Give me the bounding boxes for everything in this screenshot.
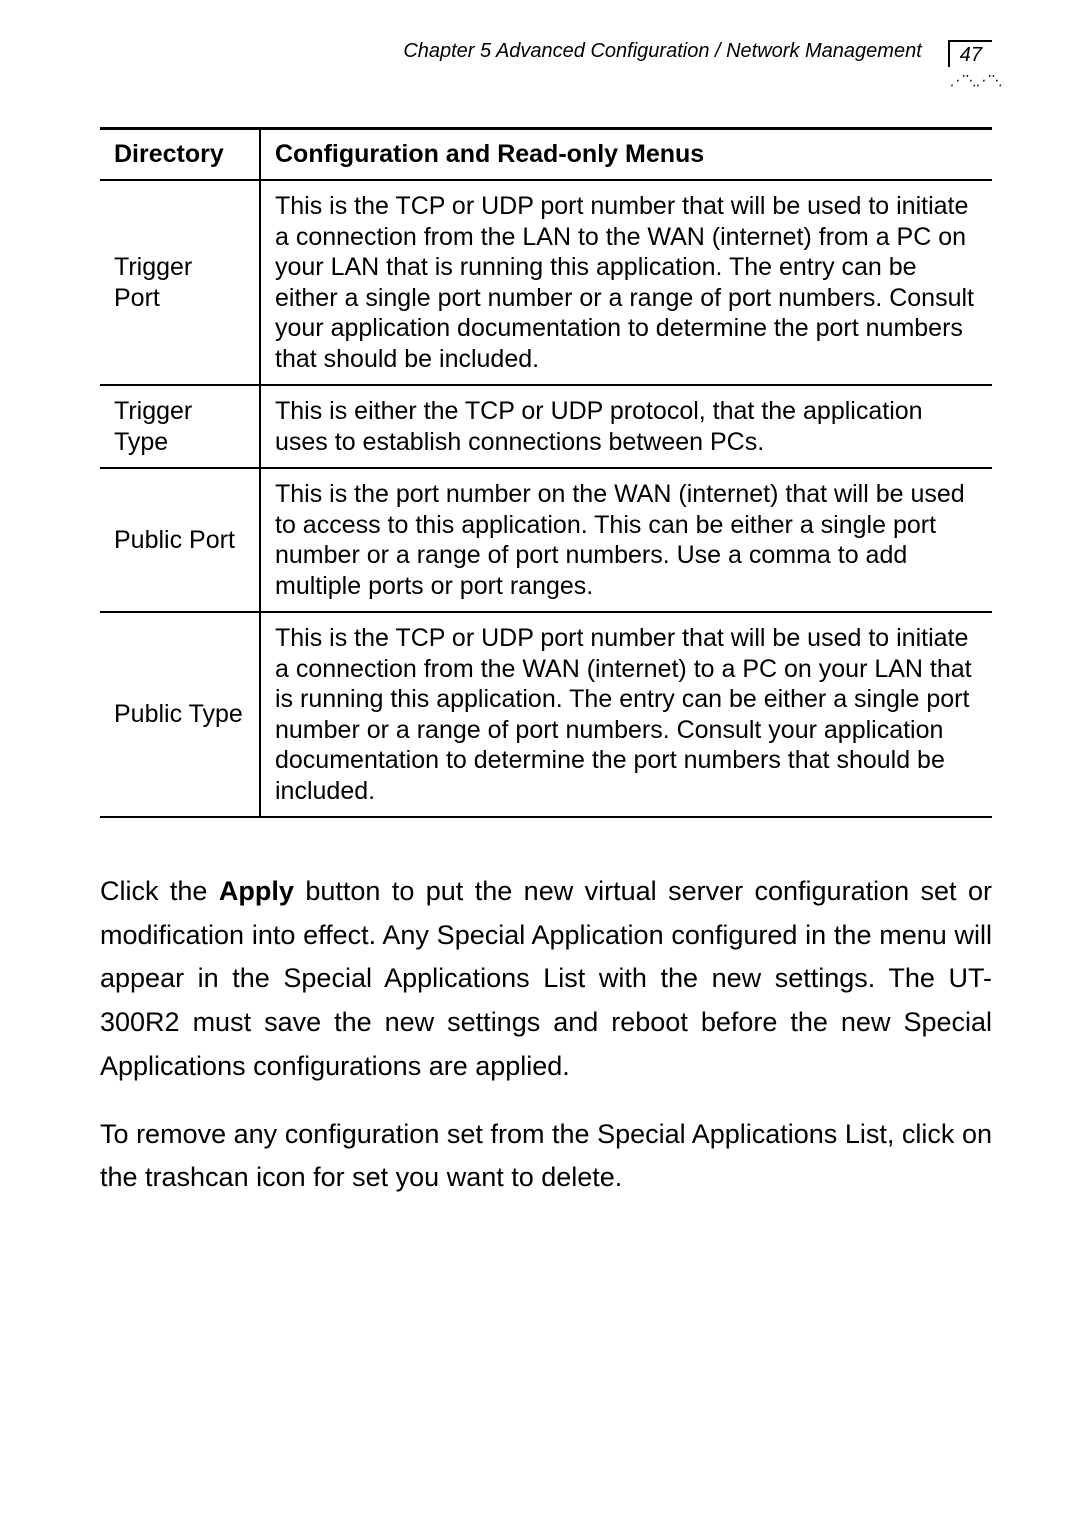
row-desc-public-type: This is the TCP or UDP port number that … [260,612,992,817]
row-label-public-port: Public Port [100,468,260,612]
body-text: Click the Apply button to put the new vi… [100,870,992,1200]
page-number: 47 [960,44,982,66]
table-header-config: Configuration and Read-only Menus [260,129,992,181]
page-container: Chapter 5 Advanced Configuration / Netwo… [0,0,1080,1528]
row-desc-public-port: This is the port number on the WAN (inte… [260,468,992,612]
p1-pre: Click the [100,876,219,906]
table-row: Trigger Type This is either the TCP or U… [100,385,992,468]
row-desc-trigger-port: This is the TCP or UDP port number that … [260,180,992,385]
row-label-public-type: Public Type [100,612,260,817]
row-label-trigger-port: Trigger Port [100,180,260,385]
paragraph-remove: To remove any configuration set from the… [100,1113,992,1200]
row-desc-trigger-type: This is either the TCP or UDP protocol, … [260,385,992,468]
apply-bold: Apply [219,876,294,906]
table-row: Public Port This is the port number on t… [100,468,992,612]
table-header-directory: Directory [100,129,260,181]
directory-table: Directory Configuration and Read-only Me… [100,127,992,818]
table-row: Public Type This is the TCP or UDP port … [100,612,992,817]
p1-post: button to put the new virtual server con… [100,876,992,1081]
page-number-box: 47 ⋰⋱⋰⋱ [948,40,992,67]
decorative-dots-icon: ⋰⋱⋰⋱ [946,72,1006,89]
table-row: Trigger Port This is the TCP or UDP port… [100,180,992,385]
page-header: Chapter 5 Advanced Configuration / Netwo… [100,40,992,67]
chapter-title: Chapter 5 Advanced Configuration / Netwo… [100,40,948,63]
paragraph-apply: Click the Apply button to put the new vi… [100,870,992,1089]
table-header-row: Directory Configuration and Read-only Me… [100,129,992,181]
page-content: Directory Configuration and Read-only Me… [100,127,992,1200]
row-label-trigger-type: Trigger Type [100,385,260,468]
